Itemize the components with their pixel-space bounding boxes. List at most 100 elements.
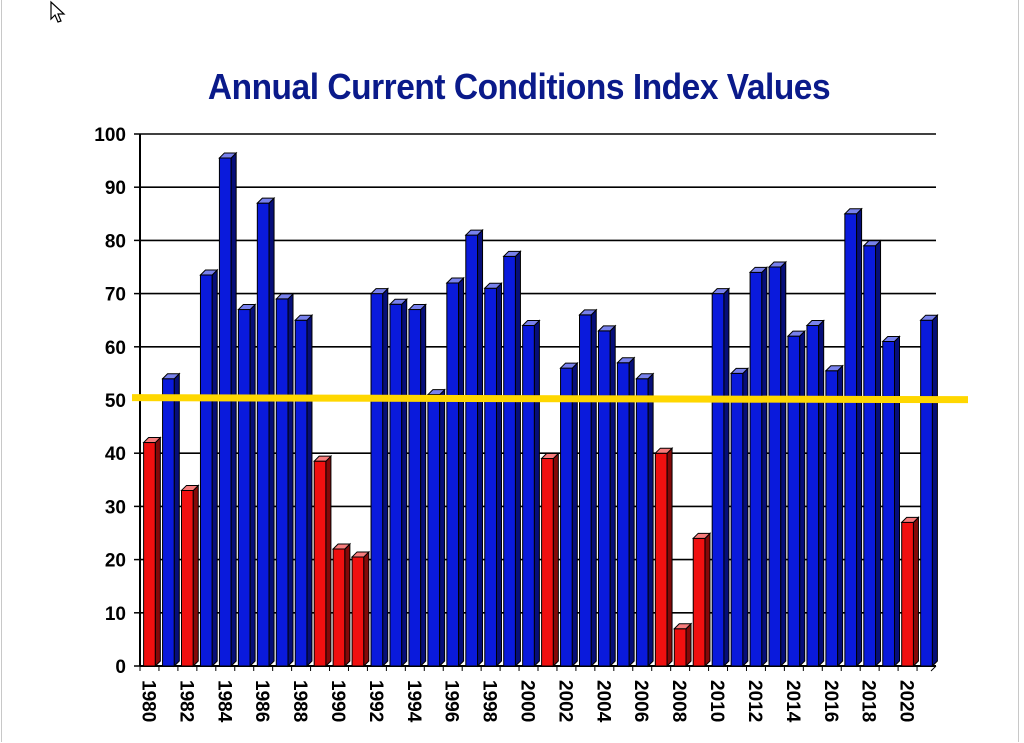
x-tick-label: 2014 [782,680,803,723]
y-tick-label: 60 [105,338,126,359]
x-tick-label: 2010 [706,680,727,722]
bar [824,364,844,668]
bar-top [294,314,314,321]
bar [464,228,484,668]
bar-front [408,309,422,667]
bar [578,308,598,668]
bar [692,532,712,668]
x-tick-label: 1998 [479,680,500,722]
bar [331,542,352,668]
x-tick-label: 1982 [175,680,196,722]
bar-top [199,269,219,276]
bar [843,207,863,668]
bar-front [825,370,839,667]
bar-side [420,303,427,668]
y-tick-label: 20 [105,551,126,572]
x-tick-label: 2006 [630,680,651,722]
bar [729,367,750,668]
bar [673,622,693,668]
bar [275,292,295,668]
bar-top [635,373,655,380]
bar-top [445,277,465,284]
bar-front [882,340,895,667]
bar-front [294,319,308,667]
bar-top [654,447,674,454]
bar-front [465,234,479,667]
bar [710,287,731,668]
bar-front [275,298,289,667]
bar-side [287,292,294,668]
bar-side [761,266,768,668]
bar-front [143,442,156,667]
bar-front [351,556,365,667]
bar-top [919,314,939,321]
x-tick-label: 1994 [403,680,424,723]
bar [483,282,503,668]
bar-front [162,378,175,667]
x-tick-label: 2008 [668,680,689,722]
bar-side [571,361,578,668]
bar-top [388,298,408,305]
bar [312,454,333,668]
bar-top [843,208,863,215]
bar-front [313,460,327,667]
bar-front [522,325,535,667]
bar-side [533,319,540,668]
bar [502,250,522,668]
bar [862,239,882,668]
bar-front [863,245,877,667]
y-tick-label: 40 [105,444,126,465]
bar-top [767,261,787,268]
bar-front [332,548,346,667]
bar-top [502,250,522,257]
bar-top [142,437,162,444]
x-tick-label: 2018 [858,680,879,722]
bar-top [180,484,200,491]
bar-top [407,304,427,311]
bar-side [685,622,692,668]
bar-front [218,157,232,667]
bar [748,266,769,668]
bar-top [559,362,579,369]
floor-edge [930,665,937,672]
bar [767,260,787,668]
bar [294,313,314,668]
bar-top [483,282,503,289]
bar-top [692,532,712,539]
bar-side [799,329,806,668]
bar-top [578,309,598,316]
bar-front [692,537,706,667]
bar-top [275,293,295,300]
bar-front [787,335,801,667]
bar-side [363,550,370,668]
bar-front [654,452,668,667]
bar-side [856,207,863,668]
bar-front [844,213,858,667]
bar-side [552,452,559,668]
bar-front [730,372,744,667]
bar-front [181,489,194,667]
bar-front [768,266,782,667]
bar-top [900,516,920,523]
bar-top [597,325,617,332]
y-tick-label: 10 [105,604,126,625]
bar-side [818,319,825,668]
bar-top [331,543,352,550]
bar-top [710,288,731,295]
bar-side [704,532,711,668]
bar [540,452,560,668]
bar [218,151,238,668]
bar-front [920,319,933,667]
bar-top [540,453,560,460]
y-tick-label: 30 [105,497,126,518]
bar [445,276,465,668]
bar-front [635,378,649,667]
bar [635,372,655,668]
bar-side [780,260,787,668]
bar-side [647,372,654,668]
y-tick-label: 50 [105,391,126,412]
bar-front [370,293,384,667]
bar-front [427,394,441,667]
bar [142,436,162,668]
